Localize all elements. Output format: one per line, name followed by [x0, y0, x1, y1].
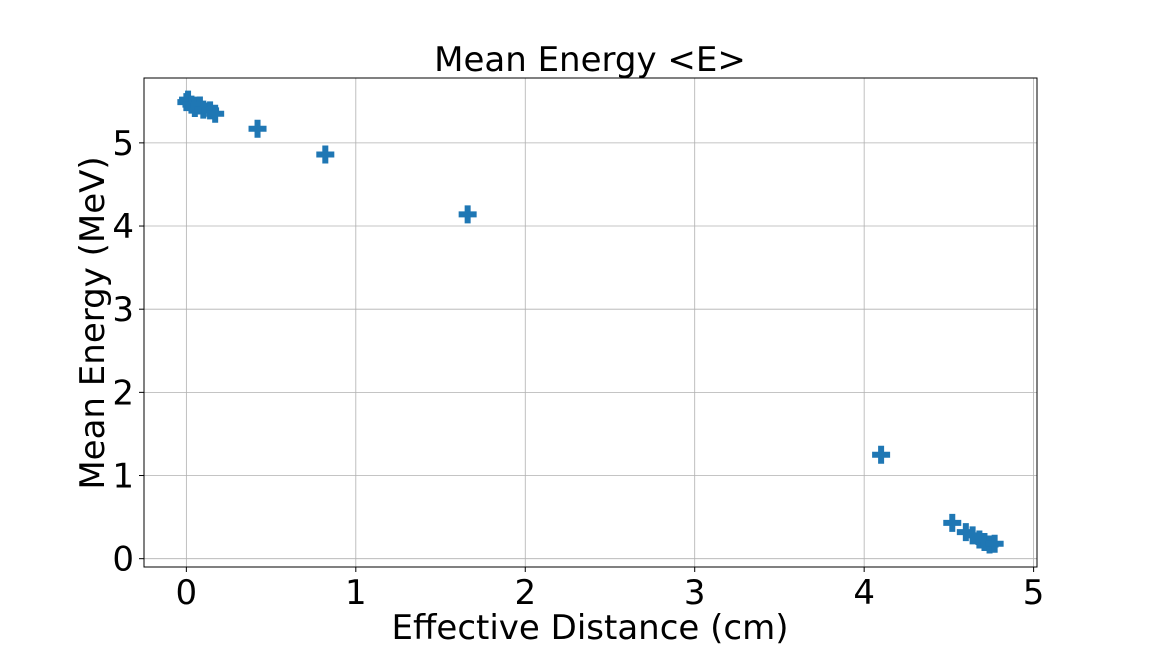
x-tick-label: 5 [1023, 573, 1045, 613]
x-tick-label: 2 [514, 573, 536, 613]
x-tick-label: 0 [176, 573, 198, 613]
data-point [943, 513, 962, 532]
y-tick-label: 2 [112, 373, 134, 413]
data-point [206, 104, 225, 123]
y-tick-label: 4 [112, 207, 134, 247]
y-tick-label: 1 [112, 457, 134, 497]
y-axis-label: Mean Energy (MeV) [73, 156, 113, 489]
data-point [316, 145, 335, 164]
x-tick-label: 4 [853, 573, 875, 613]
x-tick-label: 3 [684, 573, 706, 613]
plot-frame [143, 77, 1038, 568]
y-tick-label: 3 [112, 290, 134, 330]
data-point [248, 119, 267, 138]
y-tick-label: 5 [112, 124, 134, 164]
chart-title: Mean Energy <E> [434, 40, 746, 80]
y-tick-label: 0 [112, 540, 134, 580]
data-points [177, 90, 1004, 554]
x-axis-label: Effective Distance (cm) [392, 608, 789, 648]
axis-ticks: 0 1 2 3 4 5 0 1 2 3 4 5 [112, 124, 1044, 613]
data-point [872, 445, 891, 464]
data-point [458, 205, 477, 224]
x-tick-label: 1 [345, 573, 367, 613]
grid-lines [144, 78, 1037, 567]
data-point [985, 534, 1004, 553]
